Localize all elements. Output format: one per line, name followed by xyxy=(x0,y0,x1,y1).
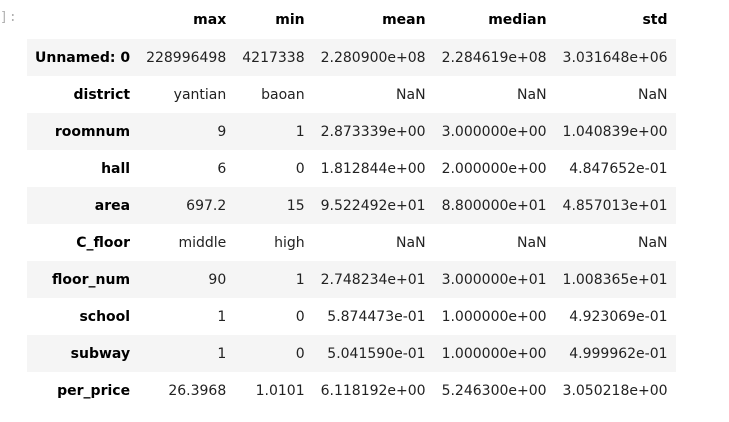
header-mean: mean xyxy=(382,11,426,28)
cell-std: 3.050218e+00 xyxy=(562,382,668,399)
cell-mean: 2.748234e+01 xyxy=(320,271,426,288)
cell-median: 2.284619e+08 xyxy=(441,49,547,66)
row-label: subway xyxy=(70,345,131,362)
cell-std: NaN xyxy=(637,234,668,251)
table-row: subway 1 0 5.041590e-01 1.000000e+00 4.9… xyxy=(27,335,676,372)
cell-median: 5.246300e+00 xyxy=(441,382,547,399)
table-row: floor_num 90 1 2.748234e+01 3.000000e+01… xyxy=(27,261,676,298)
cell-min: 4217338 xyxy=(242,49,305,66)
header-index xyxy=(27,0,138,39)
dataframe-output: max min mean median std Unnamed: 0 22899… xyxy=(27,0,676,409)
cell-std: NaN xyxy=(637,86,668,103)
table-row: district yantian baoan NaN NaN NaN xyxy=(27,76,676,113)
cell-std: 4.857013e+01 xyxy=(562,197,668,214)
cell-std: 4.847652e-01 xyxy=(569,160,668,177)
cell-max: 697.2 xyxy=(186,197,227,214)
row-label: per_price xyxy=(57,382,131,399)
cell-max: 90 xyxy=(208,271,227,288)
cell-median: 1.000000e+00 xyxy=(441,308,547,325)
cell-min: 0 xyxy=(295,345,305,362)
row-label: roomnum xyxy=(54,123,131,140)
cell-std: 4.999962e-01 xyxy=(569,345,668,362)
cell-median: NaN xyxy=(517,234,547,251)
cell-min: high xyxy=(274,234,305,251)
cell-median: 3.000000e+01 xyxy=(441,271,547,288)
cell-min: 0 xyxy=(295,160,305,177)
cell-max: yantian xyxy=(173,86,227,103)
row-label: hall xyxy=(101,160,131,177)
cell-min: 1 xyxy=(295,271,305,288)
cell-median: 2.000000e+00 xyxy=(441,160,547,177)
cell-mean: 2.280900e+08 xyxy=(320,49,426,66)
row-label: floor_num xyxy=(52,271,131,288)
row-label: C_floor xyxy=(76,234,131,251)
cell-mean: 5.874473e-01 xyxy=(327,308,426,325)
header-median: median xyxy=(488,11,547,28)
table-row: C_floor middle high NaN NaN NaN xyxy=(27,224,676,261)
cell-mean: 6.118192e+00 xyxy=(320,382,426,399)
cell-prompt: ]: xyxy=(0,10,18,25)
dataframe-table: max min mean median std Unnamed: 0 22899… xyxy=(27,0,676,409)
row-label: district xyxy=(73,86,131,103)
cell-max: 1 xyxy=(217,308,227,325)
cell-min: 1.0101 xyxy=(255,382,305,399)
cell-mean: 9.522492e+01 xyxy=(320,197,426,214)
row-label: Unnamed: 0 xyxy=(35,49,131,66)
cell-max: 9 xyxy=(217,123,227,140)
cell-mean: NaN xyxy=(396,86,426,103)
cell-max: 6 xyxy=(217,160,227,177)
cell-max: 1 xyxy=(217,345,227,362)
cell-max: 26.3968 xyxy=(168,382,227,399)
table-row: Unnamed: 0 228996498 4217338 2.280900e+0… xyxy=(27,39,676,76)
row-label: area xyxy=(94,197,131,214)
cell-median: NaN xyxy=(517,86,547,103)
header-min: min xyxy=(275,11,305,28)
cell-min: 1 xyxy=(295,123,305,140)
cell-max: 228996498 xyxy=(146,49,227,66)
table-row: hall 6 0 1.812844e+00 2.000000e+00 4.847… xyxy=(27,150,676,187)
cell-std: 1.040839e+00 xyxy=(562,123,668,140)
cell-mean: 5.041590e-01 xyxy=(327,345,426,362)
cell-mean: 2.873339e+00 xyxy=(320,123,426,140)
row-label: school xyxy=(79,308,131,325)
table-row: per_price 26.3968 1.0101 6.118192e+00 5.… xyxy=(27,372,676,409)
cell-mean: NaN xyxy=(396,234,426,251)
cell-std: 1.008365e+01 xyxy=(562,271,668,288)
header-std: std xyxy=(642,11,668,28)
cell-min: 15 xyxy=(286,197,305,214)
cell-std: 4.923069e-01 xyxy=(569,308,668,325)
table-row: roomnum 9 1 2.873339e+00 3.000000e+00 1.… xyxy=(27,113,676,150)
cell-std: 3.031648e+06 xyxy=(562,49,668,66)
cell-median: 1.000000e+00 xyxy=(441,345,547,362)
cell-min: 0 xyxy=(295,308,305,325)
cell-median: 3.000000e+00 xyxy=(441,123,547,140)
header-row: max min mean median std xyxy=(27,0,676,39)
cell-min: baoan xyxy=(261,86,305,103)
cell-mean: 1.812844e+00 xyxy=(320,160,426,177)
cell-max: middle xyxy=(178,234,227,251)
table-row: area 697.2 15 9.522492e+01 8.800000e+01 … xyxy=(27,187,676,224)
table-row: school 1 0 5.874473e-01 1.000000e+00 4.9… xyxy=(27,298,676,335)
header-max: max xyxy=(193,11,227,28)
cell-median: 8.800000e+01 xyxy=(441,197,547,214)
